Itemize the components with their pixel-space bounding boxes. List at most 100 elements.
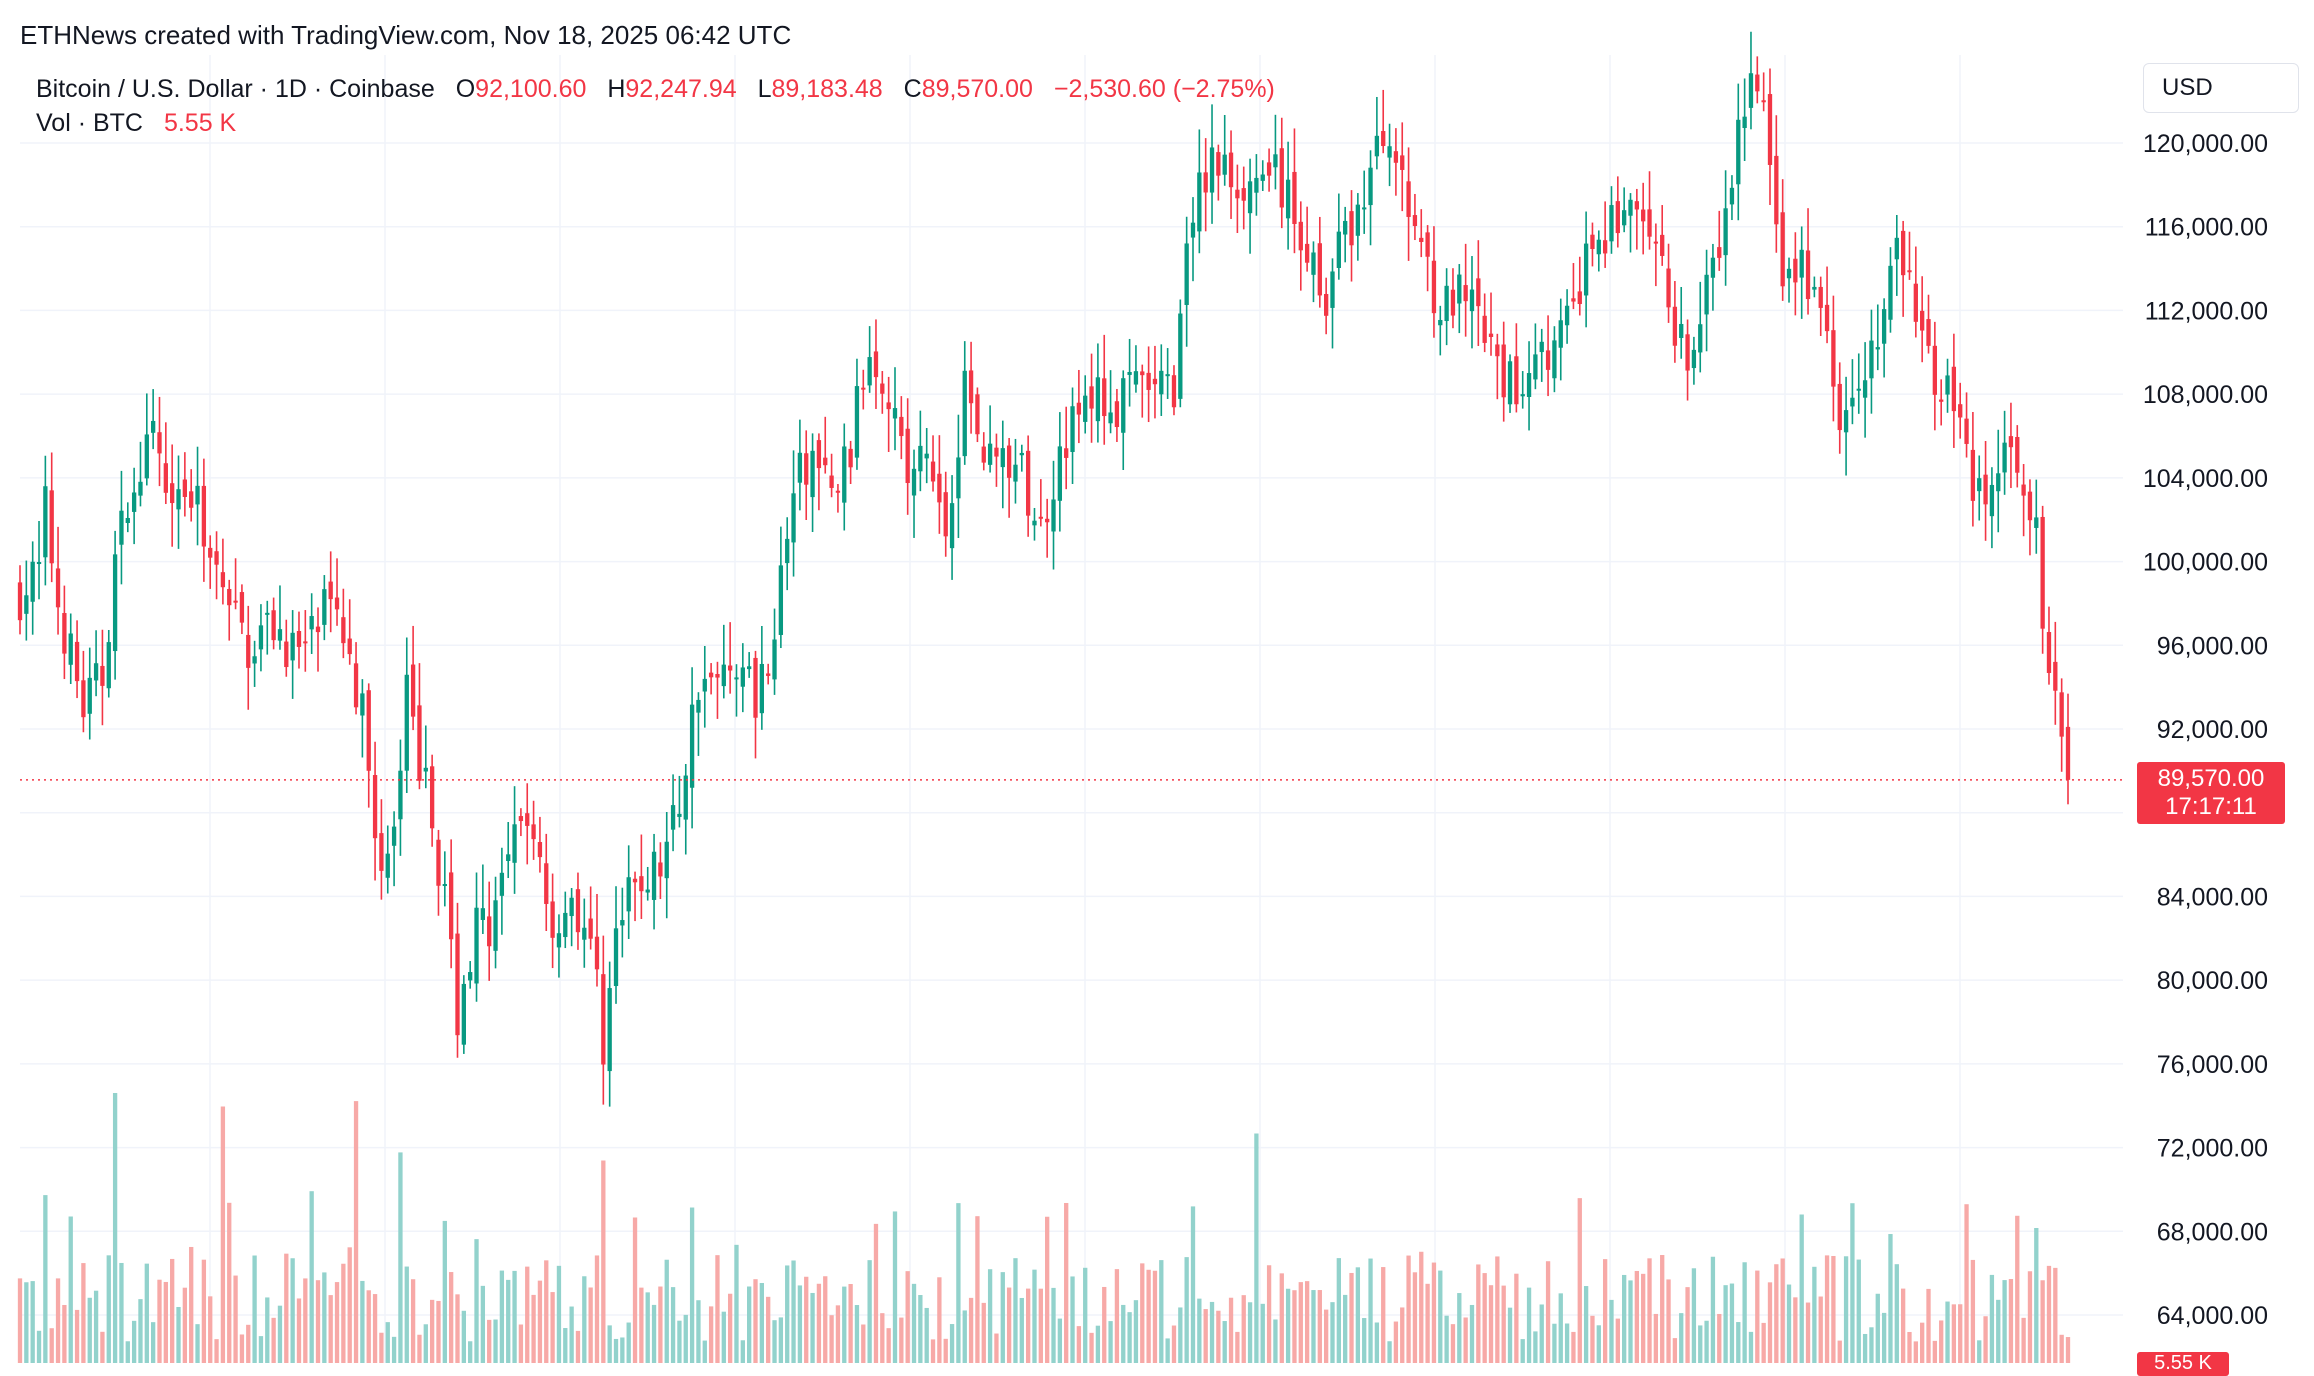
volume-bar bbox=[1266, 1265, 1272, 1363]
volume-bar bbox=[106, 1255, 111, 1363]
volume-legend: Vol · BTC 5.55 K bbox=[36, 109, 236, 138]
candle bbox=[1133, 345, 1139, 393]
volume-bar bbox=[582, 1276, 587, 1363]
volume-bar bbox=[1051, 1287, 1056, 1363]
candle bbox=[252, 640, 257, 687]
candle bbox=[1742, 78, 1747, 162]
candle bbox=[1412, 193, 1418, 241]
candle bbox=[772, 608, 777, 695]
volume-bar bbox=[1374, 1322, 1380, 1363]
volume-bar bbox=[1685, 1287, 1690, 1363]
volume-bar bbox=[1140, 1263, 1145, 1363]
volume-bar bbox=[1805, 1302, 1811, 1363]
volume-bar bbox=[1666, 1279, 1671, 1363]
volume-bar bbox=[1894, 1264, 1899, 1363]
candle bbox=[1552, 326, 1557, 393]
volume-bar bbox=[816, 1283, 822, 1363]
candle bbox=[632, 871, 638, 922]
volume-bar bbox=[1818, 1296, 1823, 1363]
candle bbox=[1780, 179, 1785, 301]
volume-bar bbox=[651, 1304, 657, 1363]
volume-bar bbox=[1349, 1272, 1354, 1363]
volume-bar bbox=[201, 1259, 207, 1363]
symbol-title[interactable]: Bitcoin / U.S. Dollar · 1D · Coinbase bbox=[36, 75, 435, 103]
candle bbox=[829, 453, 834, 498]
volume-bar bbox=[1298, 1282, 1303, 1363]
volume-bar bbox=[1545, 1261, 1551, 1363]
candle bbox=[689, 667, 695, 829]
candle bbox=[100, 629, 105, 726]
currency-button[interactable]: USD bbox=[2143, 63, 2299, 113]
candle bbox=[550, 873, 555, 969]
volume-bar bbox=[1507, 1307, 1513, 1363]
volume-label[interactable]: Vol · BTC bbox=[36, 109, 143, 137]
candle bbox=[1108, 370, 1113, 434]
volume-bar bbox=[613, 1338, 619, 1363]
volume-bar bbox=[975, 1216, 980, 1363]
candle bbox=[138, 441, 143, 507]
volume-bar bbox=[1197, 1298, 1202, 1363]
candle bbox=[125, 502, 130, 533]
candle bbox=[804, 430, 809, 520]
candle bbox=[1482, 293, 1487, 353]
volume-bar bbox=[905, 1271, 910, 1363]
volume-bar bbox=[1273, 1319, 1278, 1363]
volume-bar bbox=[1875, 1293, 1880, 1363]
candle bbox=[87, 647, 92, 740]
candle bbox=[258, 604, 264, 672]
candle bbox=[429, 754, 435, 847]
candle bbox=[956, 414, 961, 538]
volume-bar bbox=[1254, 1133, 1259, 1363]
volume-bar bbox=[2053, 1267, 2058, 1363]
axis-tick-label: 84,000.00 bbox=[2157, 883, 2268, 911]
volume-bar bbox=[778, 1317, 784, 1363]
volume-bar bbox=[1704, 1320, 1709, 1363]
candle bbox=[1152, 345, 1158, 419]
candle bbox=[417, 663, 422, 790]
volume-bar bbox=[1932, 1340, 1938, 1363]
candle bbox=[1146, 346, 1151, 423]
volume-bar bbox=[2015, 1215, 2020, 1363]
volume-bar bbox=[1032, 1269, 1037, 1363]
volume-bar bbox=[93, 1290, 99, 1363]
volume-bar bbox=[499, 1270, 505, 1363]
volume-bar bbox=[588, 1287, 593, 1363]
volume-bar bbox=[1564, 1323, 1570, 1363]
volume-bar bbox=[372, 1294, 378, 1363]
candle bbox=[1228, 130, 1234, 219]
candle bbox=[436, 829, 441, 916]
candle bbox=[1691, 336, 1697, 385]
volume-bar bbox=[1514, 1273, 1519, 1363]
candle bbox=[1222, 114, 1227, 186]
candle bbox=[721, 624, 726, 699]
candle bbox=[150, 389, 156, 450]
candle bbox=[873, 319, 879, 409]
volume-bar bbox=[987, 1269, 993, 1363]
volume-bar bbox=[626, 1322, 631, 1363]
volume-bar bbox=[265, 1297, 270, 1363]
candle bbox=[1660, 205, 1665, 266]
volume-bar bbox=[1000, 1272, 1005, 1363]
volume-bar bbox=[1133, 1300, 1139, 1363]
candle bbox=[994, 433, 999, 487]
volume-bar bbox=[163, 1281, 168, 1363]
candle bbox=[1038, 479, 1043, 527]
volume-bar bbox=[892, 1211, 898, 1363]
volume-bar bbox=[1469, 1304, 1475, 1363]
volume-bar bbox=[1793, 1297, 1798, 1363]
volume-bar bbox=[569, 1306, 574, 1363]
candle bbox=[620, 887, 625, 958]
candle bbox=[1235, 164, 1240, 234]
volume-bar bbox=[1127, 1312, 1132, 1363]
volume-bar bbox=[1831, 1255, 1836, 1363]
volume-bar bbox=[1862, 1333, 1868, 1363]
candle bbox=[1736, 83, 1741, 221]
volume-bar bbox=[1571, 1331, 1576, 1363]
volume-bar bbox=[550, 1292, 555, 1363]
candle bbox=[144, 393, 149, 486]
volume-bar bbox=[449, 1272, 454, 1363]
candle bbox=[347, 599, 352, 665]
candle bbox=[1514, 323, 1519, 413]
volume-bar bbox=[727, 1293, 733, 1363]
